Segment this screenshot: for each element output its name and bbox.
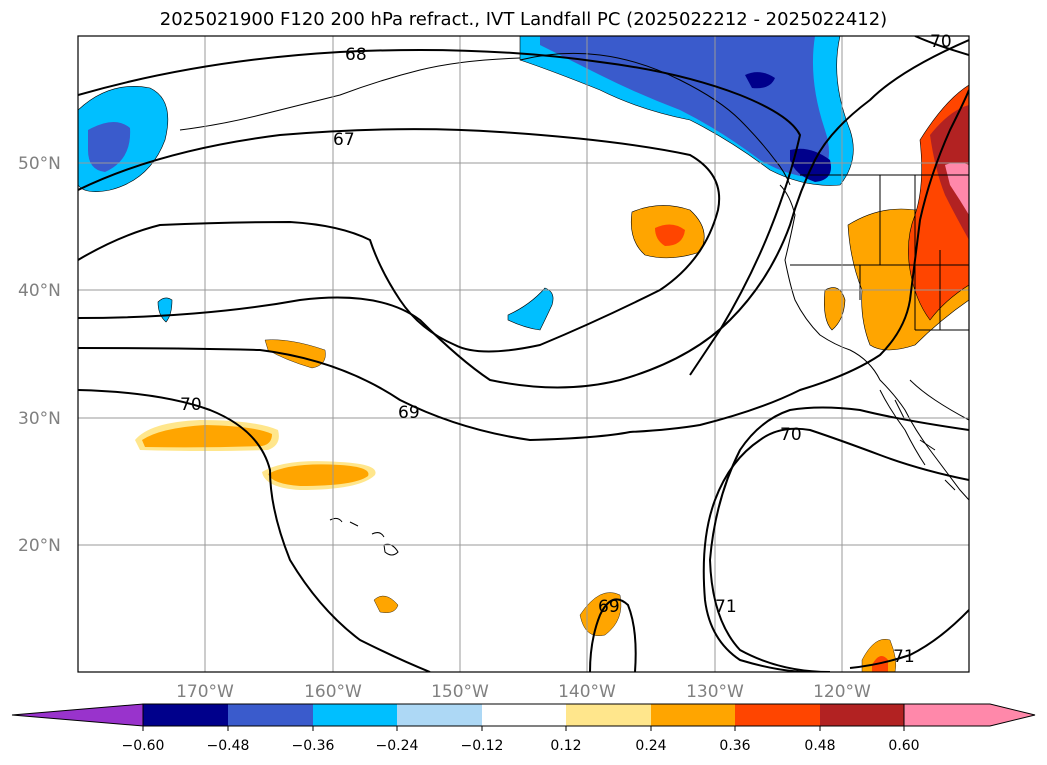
negative-anomaly-region — [540, 36, 829, 178]
colorbar-tick-label: 0.60 — [888, 738, 919, 754]
plot-frame — [77, 35, 970, 673]
colorbar-segment — [313, 704, 397, 726]
colorbar-tick-label: −0.48 — [207, 738, 250, 754]
colorbar-tick-label: 0.12 — [550, 738, 581, 754]
contour-70-top — [914, 36, 969, 56]
colorbar-min-extension — [11, 703, 144, 727]
aleutian-islands — [179, 57, 521, 131]
positive-anomaly-region — [142, 425, 272, 448]
hawaii-islands — [329, 517, 399, 556]
contour-70 — [78, 389, 431, 672]
negative-anomaly-region — [507, 287, 554, 331]
contour-labels: 68 67 70 69 70 71 69 71 70 — [180, 32, 952, 667]
gridlines — [78, 36, 969, 672]
positive-anomaly-max — [945, 162, 969, 215]
longitude-labels: 170°W 160°W 150°W 140°W 130°W 120°W — [176, 682, 871, 702]
lon-label-120w: 120°W — [813, 682, 871, 702]
colorbar: −0.60 −0.48 −0.36 −0.24 −0.12 0.12 0.24 … — [11, 703, 1036, 754]
lon-label-150w: 150°W — [431, 682, 489, 702]
colorbar-segment — [143, 704, 228, 726]
colorbar-tick-label: −0.60 — [122, 738, 165, 754]
lon-label-140w: 140°W — [558, 682, 616, 702]
contour-70-b — [702, 427, 969, 672]
positive-anomaly-region — [373, 595, 399, 613]
gulf-coastline — [909, 379, 969, 421]
contour-69-a — [78, 39, 969, 389]
colorbar-tick-label: 0.24 — [635, 738, 666, 754]
colorbar-tick-label: −0.12 — [461, 738, 504, 754]
lon-label-170w: 170°W — [176, 682, 234, 702]
colorbar-tick-label: 0.48 — [804, 738, 835, 754]
contour-label: 70 — [780, 425, 802, 445]
contour-69-b — [78, 89, 969, 442]
colorbar-segment — [482, 704, 566, 726]
contour-71-b — [849, 609, 969, 669]
colorbar-max-extension — [903, 703, 1036, 727]
contour-label: 70 — [930, 32, 952, 52]
positive-anomaly-region — [268, 464, 369, 486]
contour-label: 67 — [333, 130, 355, 150]
contour-68 — [78, 48, 802, 376]
contour-label: 69 — [398, 403, 420, 423]
lon-label-130w: 130°W — [686, 682, 744, 702]
colorbar-segment — [651, 704, 735, 726]
north-america-coastline — [779, 184, 969, 501]
contour-67 — [78, 128, 721, 353]
negative-anomaly-core — [88, 121, 131, 172]
colorbar-segment — [397, 704, 482, 726]
negative-anomaly-core — [745, 72, 775, 89]
colorbar-segment — [735, 704, 820, 726]
negative-anomaly-core — [790, 148, 831, 182]
alaska-coastline — [519, 52, 791, 186]
contour-label: 71 — [715, 597, 737, 617]
colorbar-frame — [142, 703, 905, 727]
contour-71 — [708, 406, 969, 672]
lat-label-30n: 30°N — [18, 409, 61, 429]
positive-anomaly-region — [824, 287, 846, 331]
contour-69-c — [589, 598, 637, 672]
contour-label: 68 — [345, 45, 367, 65]
colorbar-segment — [228, 704, 313, 726]
baja-coastline — [879, 389, 926, 466]
contour-label: 71 — [893, 647, 915, 667]
contour-label: 69 — [598, 597, 620, 617]
positive-anomaly-core — [655, 224, 685, 246]
lat-label-40n: 40°N — [18, 281, 61, 301]
shading-layer — [78, 36, 969, 672]
colorbar-tick-label: 0.36 — [719, 738, 750, 754]
lat-label-50n: 50°N — [18, 154, 61, 174]
lon-label-160w: 160°W — [304, 682, 362, 702]
contour-label: 70 — [180, 395, 202, 415]
colorbar-segment — [820, 704, 904, 726]
map-title: 2025021900 F120 200 hPa refract., IVT La… — [159, 9, 888, 30]
latitude-labels: 50°N 40°N 30°N 20°N — [18, 154, 61, 556]
mexico-coastline — [894, 399, 956, 491]
colorbar-tick-label: −0.24 — [376, 738, 419, 754]
lat-label-20n: 20°N — [18, 536, 61, 556]
colorbar-segment — [566, 704, 651, 726]
colorbar-tick-label: −0.36 — [292, 738, 335, 754]
contour-lines — [78, 36, 969, 672]
